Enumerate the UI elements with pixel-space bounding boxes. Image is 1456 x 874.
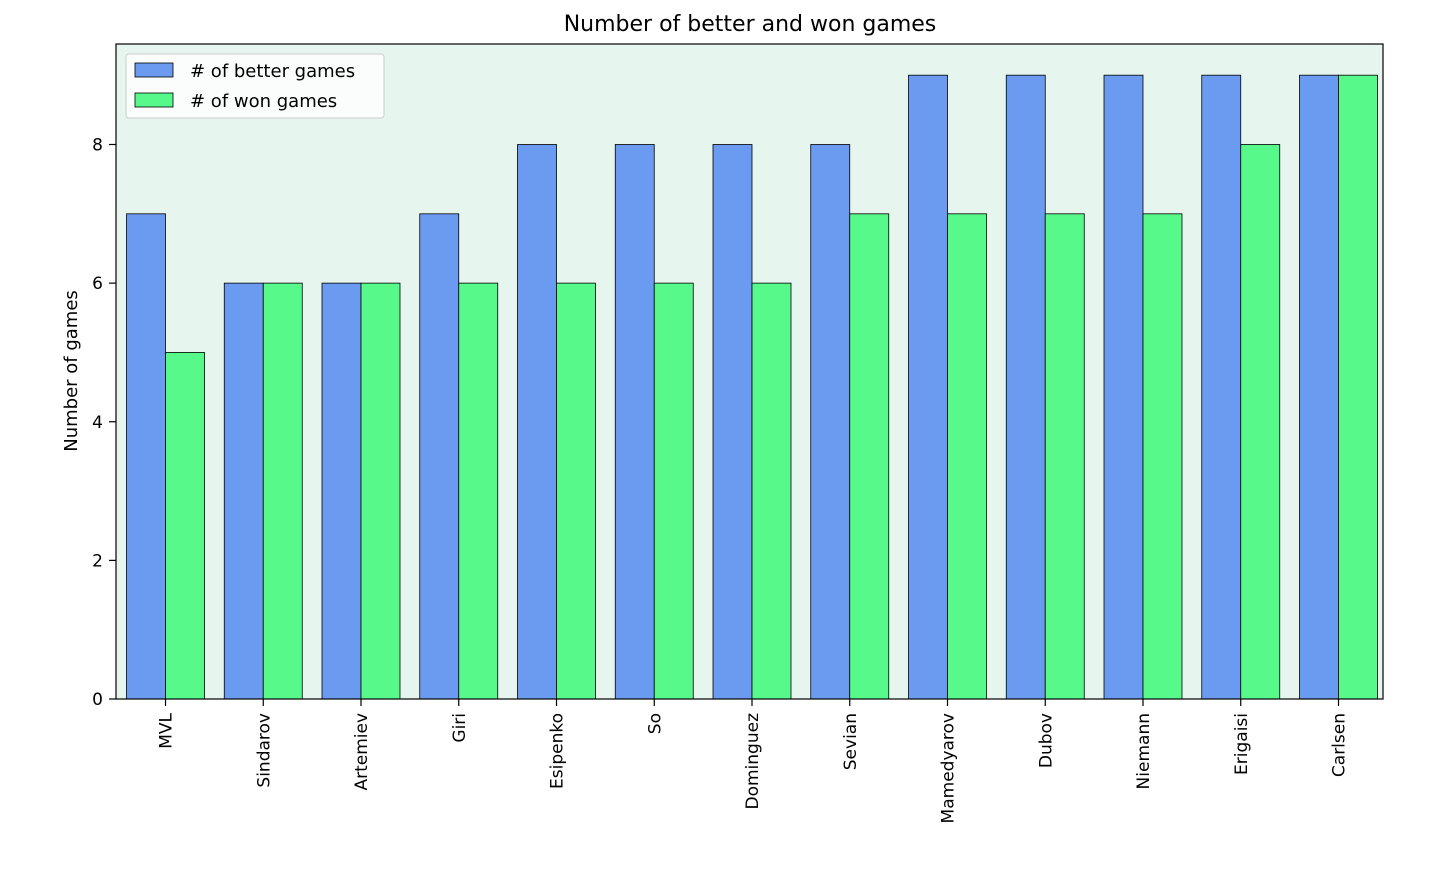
- bar-won-mvl: [165, 352, 205, 700]
- x-tick-label-erigaisi: Erigaisi: [1232, 713, 1252, 775]
- bar-won-sindarov: [262, 282, 303, 700]
- bar-won-so: [653, 282, 694, 700]
- x-tick-label-mvl: MVL: [157, 712, 177, 748]
- y-axis: 0 2 4 6 8: [92, 136, 116, 710]
- legend-swatch-better-games: [134, 62, 174, 78]
- legend-label-better-games: # of better games: [190, 61, 355, 82]
- bar-won-artemiev: [360, 282, 401, 700]
- bar-won-mamedyarov: [947, 213, 987, 700]
- bar-won-esipenko: [556, 282, 596, 700]
- bar-won-carlsen: [1338, 74, 1378, 700]
- x-tick-label-carlsen: Carlsen: [1330, 713, 1350, 777]
- y-tick-label: 0: [92, 690, 103, 710]
- x-tick-label-artemiev: Artemiev: [352, 713, 372, 791]
- bar-better-niemann: [1103, 74, 1144, 700]
- bars-group: [126, 74, 1378, 700]
- legend: # of better games # of won games: [125, 53, 385, 119]
- bar-better-mamedyarov: [908, 74, 948, 700]
- legend-box: [125, 53, 385, 119]
- bar-better-erigaisi: [1201, 74, 1242, 700]
- bar-better-mvl: [126, 213, 166, 700]
- bar-won-sevian: [849, 213, 890, 700]
- y-axis-label: Number of games: [61, 290, 82, 452]
- bar-better-sindarov: [223, 282, 264, 700]
- plot-frame: [115, 43, 1384, 700]
- bar-better-dominguez: [712, 144, 753, 700]
- x-tick-label-dominguez: Dominguez: [743, 713, 763, 810]
- x-tick-label-niemann: Niemann: [1134, 713, 1154, 789]
- bar-better-giri: [419, 213, 460, 700]
- x-tick-label-so: So: [645, 713, 665, 734]
- y-tick-label: 8: [92, 136, 103, 156]
- bar-better-carlsen: [1299, 74, 1339, 700]
- bar-better-dubov: [1005, 74, 1046, 700]
- bar-better-sevian: [810, 144, 851, 700]
- y-tick-label: 2: [92, 551, 103, 571]
- x-axis: MVL Sindarov Artemiev Giri Esipenko So Domingu…: [157, 699, 1350, 823]
- y-tick-label: 6: [92, 274, 103, 294]
- y-tick-label: 4: [92, 413, 103, 433]
- bar-won-erigaisi: [1240, 144, 1281, 700]
- legend-label-won-games: # of won games: [190, 91, 337, 112]
- legend-swatch-won-games: [134, 92, 174, 108]
- bar-better-esipenko: [517, 144, 557, 700]
- bar-better-artemiev: [321, 282, 362, 700]
- x-tick-label-dubov: Dubov: [1036, 713, 1056, 768]
- chart-title: Number of better and won games: [564, 12, 937, 37]
- bar-won-giri: [458, 282, 499, 700]
- bar-won-niemann: [1142, 213, 1183, 700]
- bar-won-dominguez: [751, 282, 792, 700]
- bar-won-dubov: [1044, 213, 1085, 700]
- x-tick-label-esipenko: Esipenko: [548, 713, 568, 789]
- x-tick-label-sindarov: Sindarov: [254, 713, 274, 788]
- bar-better-so: [614, 144, 655, 700]
- x-tick-label-mamedyarov: Mamedyarov: [939, 713, 959, 823]
- x-tick-label-giri: Giri: [450, 713, 470, 743]
- x-tick-label-sevian: Sevian: [841, 713, 861, 770]
